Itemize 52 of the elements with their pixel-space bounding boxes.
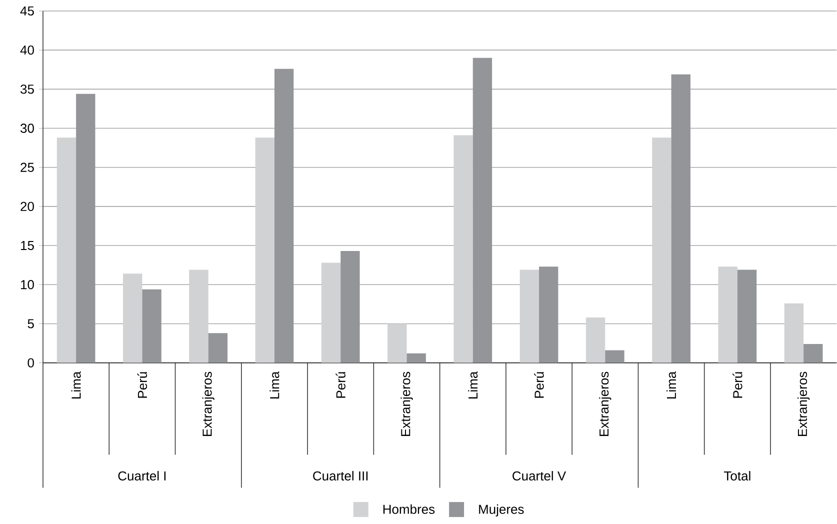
- y-tick-label: 20: [20, 202, 34, 212]
- x-tick-label: Extranjeros: [400, 372, 413, 436]
- text: Cuartel I: [118, 471, 166, 481]
- y-tick-label: 30: [20, 124, 34, 133]
- bar: [539, 266, 558, 363]
- x-tick-label: Perú: [534, 372, 544, 398]
- bar: [340, 251, 360, 363]
- bar: [76, 94, 96, 363]
- bar: [123, 274, 142, 363]
- bar: [406, 354, 426, 363]
- legend-label: Mujeres: [479, 504, 524, 517]
- x-tick-label: Perú: [137, 372, 148, 398]
- bar: [605, 350, 624, 363]
- x-tick-label: Lima: [666, 371, 676, 399]
- bar: [189, 270, 208, 363]
- bar: [804, 344, 823, 363]
- y-tick-label: 45: [20, 6, 34, 16]
- x-tick-label: Lima: [270, 371, 280, 399]
- bar: [520, 270, 539, 363]
- bar: [718, 266, 738, 363]
- bar: [255, 138, 274, 363]
- text: Total: [724, 471, 750, 481]
- bar: [737, 270, 757, 363]
- x-tick-label: Perú: [336, 372, 346, 398]
- bar: [321, 262, 341, 363]
- x-tick-label: Extranjeros: [599, 372, 612, 436]
- text: Cuartel V: [512, 471, 566, 481]
- y-tick-label: 35: [20, 84, 34, 94]
- bar: [454, 135, 473, 363]
- y-tick-label: 10: [20, 280, 34, 290]
- bar: [472, 58, 492, 363]
- bar: [652, 138, 672, 363]
- bar: [274, 68, 294, 363]
- bar: [671, 74, 690, 363]
- bar: [388, 324, 407, 363]
- y-tick-label: 5: [28, 319, 34, 328]
- x-tick-label: Lima: [468, 371, 478, 399]
- x-tick-label: Extranjeros: [797, 372, 810, 436]
- x-tick-label: Lima: [71, 371, 81, 399]
- legend-label: Hombres: [383, 504, 435, 514]
- y-tick-label: 25: [20, 162, 34, 172]
- y-tick-label: 15: [20, 241, 34, 250]
- y-tick-label: 0: [28, 358, 34, 368]
- text: Cuartel III: [313, 471, 368, 481]
- bar: [208, 333, 228, 363]
- bar: [142, 289, 162, 363]
- x-tick-label: Extranjeros: [202, 372, 214, 436]
- y-tick-label: 40: [20, 46, 34, 55]
- x-tick-label: Perú: [732, 372, 742, 398]
- bar: [56, 138, 76, 363]
- bar: [784, 304, 804, 363]
- bar: [586, 318, 606, 363]
